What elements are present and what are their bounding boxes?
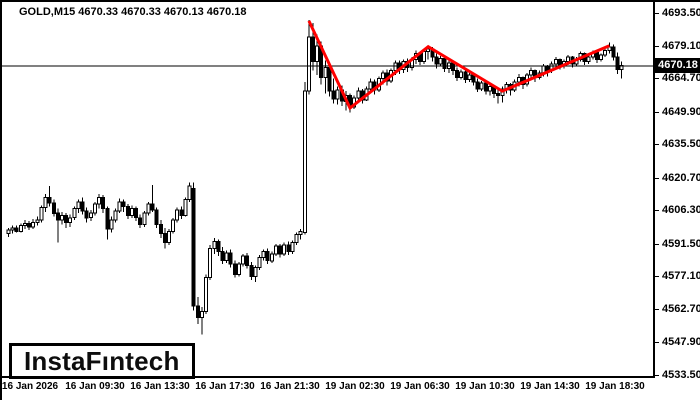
time-tick-label: 19 Jan 14:30 — [520, 381, 580, 392]
time-tick-label: 19 Jan 10:30 — [455, 381, 515, 392]
price-tick-label: 4679.10 — [662, 40, 700, 52]
price-tick-mark — [653, 309, 659, 310]
price-tick-mark — [653, 375, 659, 376]
chart-title: GOLD,M15 4670.33 4670.33 4670.13 4670.18 — [19, 6, 247, 18]
time-tick-label: 16 Jan 21:30 — [260, 381, 320, 392]
time-tick-label: 16 Jan 2026 — [1, 381, 59, 392]
time-tick-label: 16 Jan 09:30 — [65, 381, 125, 392]
price-tick-label: 4606.30 — [662, 204, 700, 216]
price-tick-label: 4620.70 — [662, 172, 700, 184]
price-tick-mark — [653, 112, 659, 113]
time-tick-label: 19 Jan 02:30 — [325, 381, 385, 392]
price-tick-label: 4547.90 — [662, 336, 700, 348]
candlestick-plot[interactable] — [2, 2, 655, 377]
price-tick-mark — [653, 46, 659, 47]
price-tick-mark — [653, 342, 659, 343]
current-price-label: 4670.18 — [654, 58, 700, 73]
time-axis-line — [2, 376, 655, 378]
price-axis-line — [653, 2, 655, 377]
time-tick-label: 16 Jan 17:30 — [195, 381, 255, 392]
price-tick-mark — [653, 13, 659, 14]
price-tick-label: 4591.50 — [662, 238, 700, 250]
instafintech-logo: InstaFıntech — [9, 343, 195, 379]
zigzag-indicator-line — [307, 20, 610, 111]
price-axis[interactable]: 4693.50 4679.10 4664.70 4649.90 4635.50 4620.… — [653, 2, 700, 400]
time-tick-label: 19 Jan 06:30 — [390, 381, 450, 392]
price-tick-mark — [653, 210, 659, 211]
price-tick-mark — [653, 144, 659, 145]
price-tick-label: 4664.70 — [662, 72, 700, 84]
time-tick-label: 19 Jan 18:30 — [585, 381, 645, 392]
time-axis[interactable]: 16 Jan 2026 16 Jan 09:30 16 Jan 13:30 16 Ja… — [2, 378, 662, 400]
logo-text: InstaFıntech — [24, 345, 180, 376]
price-tick-label: 4693.50 — [662, 7, 700, 19]
price-tick-label: 4577.10 — [662, 270, 700, 282]
price-tick-mark — [653, 178, 659, 179]
price-tick-mark — [653, 244, 659, 245]
price-tick-label: 4635.50 — [662, 138, 700, 150]
candles — [6, 19, 624, 335]
time-tick-label: 16 Jan 13:30 — [130, 381, 190, 392]
price-tick-label: 4562.70 — [662, 303, 700, 315]
price-tick-label: 4533.50 — [662, 369, 700, 381]
price-tick-label: 4649.90 — [662, 106, 700, 118]
price-chart-area[interactable]: GOLD,M15 4670.33 4670.33 4670.13 4670.18 — [2, 2, 655, 377]
price-tick-mark — [653, 276, 659, 277]
price-tick-mark — [653, 78, 659, 79]
